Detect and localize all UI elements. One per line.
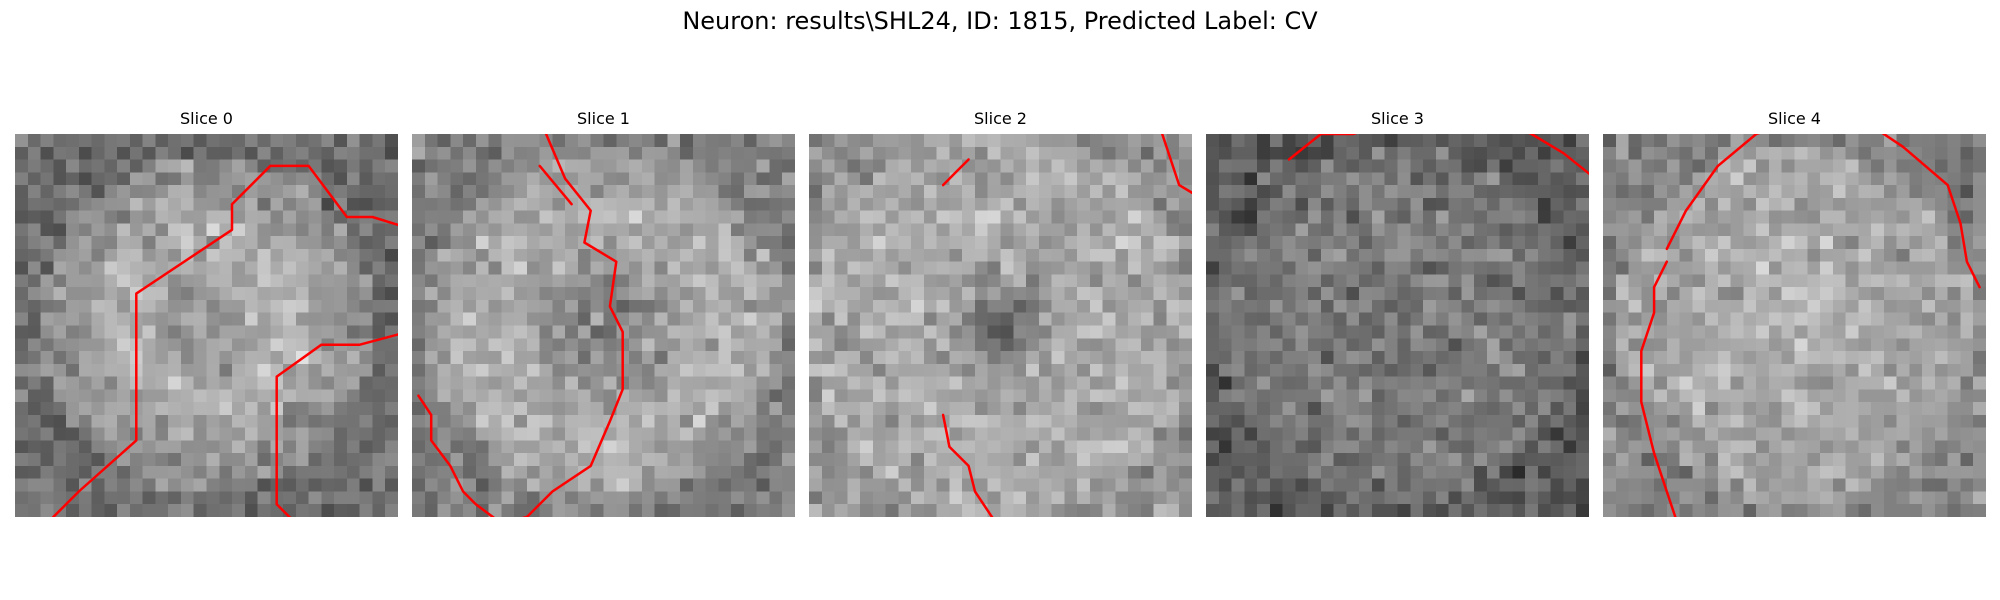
contour-line-0	[538, 164, 573, 206]
contour-overlay	[941, 134, 1192, 517]
contour-line-2	[1640, 260, 1677, 517]
contour-line-1	[1881, 134, 1981, 289]
slice-title: Slice 2	[974, 109, 1027, 128]
contour-line-0	[1287, 134, 1358, 161]
contour-line-1	[1160, 134, 1192, 195]
slice-image	[1603, 134, 1986, 517]
contour-line-0	[1665, 134, 1761, 251]
slice-image	[412, 134, 795, 517]
slice-title: Slice 3	[1371, 109, 1424, 128]
contour-line-2	[1160, 389, 1192, 517]
contour-overlay	[1640, 134, 1981, 517]
contour-overlay	[417, 134, 624, 517]
contour-overlay	[1287, 134, 1589, 176]
slice-title: Slice 4	[1768, 109, 1821, 128]
contour-line-3	[941, 413, 994, 517]
slice-image	[15, 134, 398, 517]
contour-line-1	[1528, 134, 1589, 176]
slice-title: Slice 0	[180, 109, 233, 128]
slice-image	[1206, 134, 1589, 517]
contour-overlay	[52, 164, 398, 517]
slice-image	[809, 134, 1192, 517]
contour-line-0	[52, 164, 398, 517]
figure-title: Neuron: results\SHL24, ID: 1815, Predict…	[682, 7, 1318, 35]
contour-line-2	[521, 134, 624, 517]
contour-line-1	[417, 394, 495, 517]
contour-line-0	[941, 158, 970, 187]
slice-title: Slice 1	[577, 109, 630, 128]
